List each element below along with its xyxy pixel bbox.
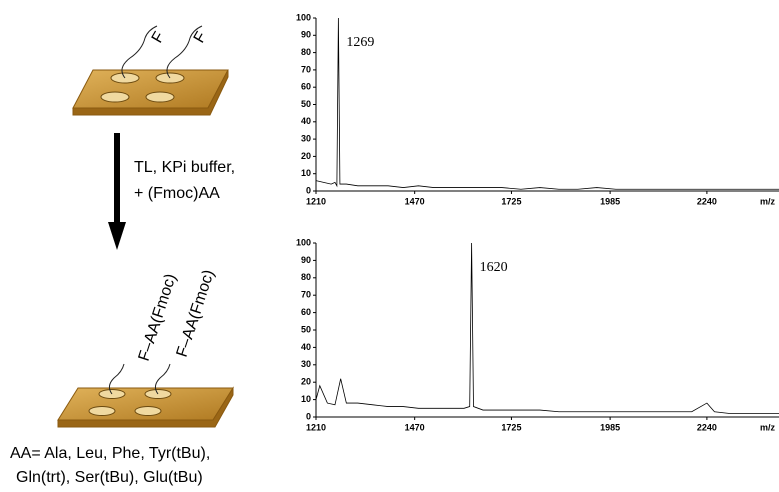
y-tick-label: 60 (301, 82, 311, 92)
y-tick-label: 30 (301, 359, 311, 369)
arrow-head (108, 222, 126, 250)
x-tick-label: 1725 (501, 422, 521, 432)
bottom-plate (57, 363, 234, 428)
x-tick-label: 1725 (501, 196, 521, 206)
y-tick-label: 70 (301, 290, 311, 300)
y-tick-label: 90 (301, 30, 311, 40)
x-tick-label: 1470 (405, 422, 425, 432)
y-tick-label: 10 (301, 394, 311, 404)
label-f: F (149, 29, 169, 46)
x-tick-label: 1470 (405, 196, 425, 206)
y-tick-label: 100 (296, 12, 311, 22)
step-text: TL, KPi buffer, (134, 159, 235, 176)
label-f-aa: F–AA(Fmoc) (136, 272, 180, 363)
spectrum-line (315, 17, 779, 190)
x-tick-label: 1210 (306, 196, 326, 206)
y-tick-label: 0 (306, 411, 311, 421)
footer-text: AA= Ala, Leu, Phe, Tyr(tBu), (10, 445, 210, 462)
y-tick-label: 90 (301, 255, 311, 265)
peak-label: 1269 (346, 35, 374, 50)
x-tick-label: 2240 (697, 422, 717, 432)
label-f: F (191, 29, 211, 46)
y-tick-label: 50 (301, 99, 311, 109)
y-tick-label: 40 (301, 116, 311, 126)
y-tick-label: 40 (301, 342, 311, 352)
y-tick-label: 80 (301, 272, 311, 282)
y-tick-label: 100 (296, 237, 311, 247)
label-f-aa: F–AA(Fmoc) (174, 268, 218, 359)
y-tick-label: 80 (301, 47, 311, 57)
y-tick-label: 50 (301, 324, 311, 334)
footer-text: Gln(trt), Ser(tBu), Glu(tBu) (16, 469, 203, 486)
x-tick-label: 2240 (697, 196, 717, 206)
y-tick-label: 70 (301, 64, 311, 74)
x-axis-label: m/z (760, 422, 776, 432)
y-tick-label: 10 (301, 168, 311, 178)
step-text: + (Fmoc)AA (134, 185, 220, 202)
peak-label: 1620 (480, 260, 508, 275)
y-tick-label: 0 (306, 185, 311, 195)
x-tick-label: 1985 (600, 422, 620, 432)
y-tick-label: 20 (301, 377, 311, 387)
x-tick-label: 1210 (306, 422, 326, 432)
y-tick-label: 30 (301, 133, 311, 143)
y-tick-label: 20 (301, 151, 311, 161)
x-tick-label: 1985 (600, 196, 620, 206)
spectrum-line (315, 242, 779, 414)
top-plate (72, 25, 229, 116)
y-tick-label: 60 (301, 307, 311, 317)
x-axis-label: m/z (760, 196, 776, 206)
